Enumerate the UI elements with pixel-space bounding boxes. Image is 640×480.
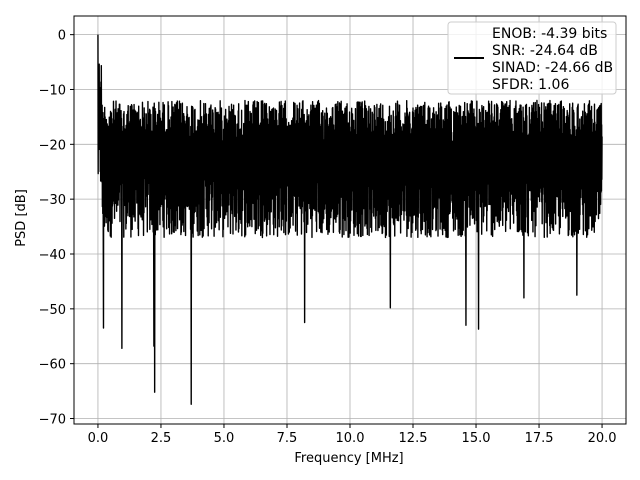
- x-tick-label: 17.5: [525, 431, 554, 446]
- x-tick-label: 2.5: [151, 431, 172, 446]
- x-tick-label: 0.0: [88, 431, 109, 446]
- legend-box: [447, 21, 617, 95]
- y-tick-label: −70: [39, 413, 66, 428]
- axes: 0.0 2.5 5.0 7.5 10.0 12.5 15.0 17.5 20.0 0 −10 −20 −…: [39, 15, 627, 446]
- x-axis-label: Frequency [MHz]: [294, 451, 403, 466]
- y-tick-label: −60: [39, 358, 66, 373]
- x-tick-label: 12.5: [399, 431, 428, 446]
- x-tick-label: 5.0: [214, 431, 235, 446]
- plot-area: [97, 34, 603, 405]
- x-tick-label: 15.0: [462, 431, 491, 446]
- legend-entry-sfdr: SFDR: 1.06: [492, 77, 569, 93]
- x-tick-label: 10.0: [336, 431, 365, 446]
- legend-entry-snr: SNR: -24.64 dB: [492, 43, 598, 59]
- x-tick-label: 20.0: [588, 431, 617, 446]
- psd-series-line: [97, 34, 603, 405]
- y-tick-label: −50: [39, 303, 66, 318]
- x-tick-label: 7.5: [277, 431, 298, 446]
- legend: ENOB: -4.39 bits SNR: -24.64 dB SINAD: -…: [447, 21, 617, 95]
- y-tick-label: −20: [39, 138, 66, 153]
- y-tick-label: −40: [39, 248, 66, 263]
- y-tick-label: −10: [39, 83, 66, 98]
- y-tick-label: −30: [39, 193, 66, 208]
- y-axis-label: PSD [dB]: [14, 189, 29, 247]
- legend-entry-enob: ENOB: -4.39 bits: [492, 26, 607, 42]
- y-tick-label: 0: [58, 29, 66, 44]
- legend-entry-sinad: SINAD: -24.66 dB: [492, 60, 613, 76]
